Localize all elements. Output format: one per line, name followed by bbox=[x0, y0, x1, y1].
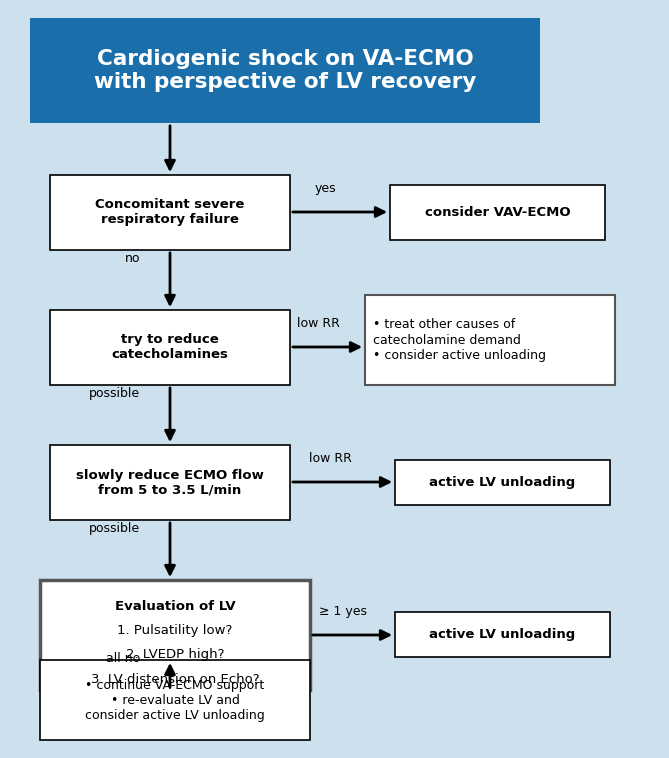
Text: slowly reduce ECMO flow
from 5 to 3.5 L/min: slowly reduce ECMO flow from 5 to 3.5 L/… bbox=[76, 468, 264, 496]
Text: • continue VA-ECMO support
• re-evaluate LV and
consider active LV unloading: • continue VA-ECMO support • re-evaluate… bbox=[85, 678, 265, 722]
FancyBboxPatch shape bbox=[40, 580, 310, 690]
Text: ≥ 1 yes: ≥ 1 yes bbox=[319, 605, 367, 618]
Text: consider VAV-ECMO: consider VAV-ECMO bbox=[425, 206, 570, 219]
FancyBboxPatch shape bbox=[395, 612, 610, 657]
Text: active LV unloading: active LV unloading bbox=[429, 628, 575, 641]
Text: Evaluation of LV: Evaluation of LV bbox=[114, 600, 235, 612]
Text: active LV unloading: active LV unloading bbox=[429, 476, 575, 489]
Text: Cardiogenic shock on VA-ECMO
with perspective of LV recovery: Cardiogenic shock on VA-ECMO with perspe… bbox=[94, 49, 476, 92]
Text: all no: all no bbox=[106, 652, 140, 665]
Text: no: no bbox=[124, 252, 140, 265]
FancyBboxPatch shape bbox=[50, 175, 290, 250]
Text: 3. LV distension on Echo?: 3. LV distension on Echo? bbox=[91, 673, 260, 686]
FancyBboxPatch shape bbox=[395, 460, 610, 505]
Text: 1. Pulsatility low?: 1. Pulsatility low? bbox=[117, 624, 233, 637]
FancyBboxPatch shape bbox=[50, 445, 290, 520]
Text: • treat other causes of
catecholamine demand
• consider active unloading: • treat other causes of catecholamine de… bbox=[373, 318, 546, 362]
Text: low RR: low RR bbox=[308, 452, 351, 465]
Text: try to reduce
catecholamines: try to reduce catecholamines bbox=[112, 334, 228, 362]
Text: low RR: low RR bbox=[296, 317, 339, 330]
Text: yes: yes bbox=[314, 182, 336, 195]
FancyBboxPatch shape bbox=[50, 310, 290, 385]
Text: possible: possible bbox=[89, 522, 140, 535]
FancyBboxPatch shape bbox=[365, 295, 615, 385]
FancyBboxPatch shape bbox=[40, 660, 310, 740]
FancyBboxPatch shape bbox=[30, 18, 540, 123]
Text: possible: possible bbox=[89, 387, 140, 400]
FancyBboxPatch shape bbox=[390, 185, 605, 240]
Text: 2. LVEDP high?: 2. LVEDP high? bbox=[126, 648, 224, 662]
Text: Concomitant severe
respiratory failure: Concomitant severe respiratory failure bbox=[95, 199, 245, 227]
